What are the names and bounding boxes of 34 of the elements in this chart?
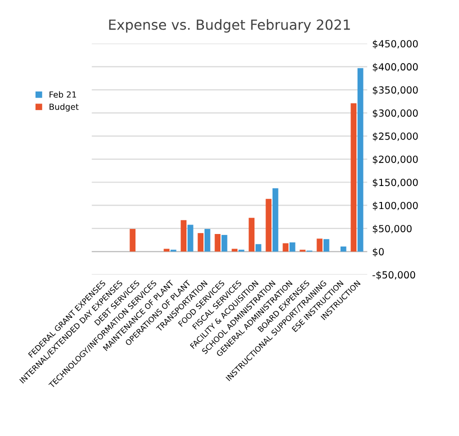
bar — [180, 220, 186, 252]
bar — [266, 198, 272, 252]
y-tick-label: $150,000 — [372, 178, 418, 188]
bar — [130, 228, 136, 252]
y-tick-label: $300,000 — [372, 109, 418, 118]
bar — [316, 238, 322, 252]
y-tick-label: -$50,000 — [372, 270, 416, 280]
y-tick-label: $400,000 — [372, 63, 418, 72]
bar — [204, 228, 210, 252]
bar — [282, 243, 288, 252]
bar — [290, 242, 296, 252]
y-tick-label: $0 — [372, 248, 384, 257]
bar — [188, 224, 194, 252]
bar — [232, 248, 238, 252]
y-tick-label: $250,000 — [372, 132, 418, 142]
bar — [164, 248, 170, 252]
bar — [340, 246, 346, 252]
legend-label: Budget — [50, 103, 79, 112]
y-tick-label: $100,000 — [372, 202, 418, 210]
y-tick-label: $450,000 — [372, 40, 418, 49]
bar — [222, 234, 228, 252]
legend-label: Feb 21 — [50, 91, 76, 98]
bar — [198, 233, 204, 252]
y-tick-label: $50,000 — [372, 224, 412, 234]
bar — [358, 68, 364, 252]
chart-title: Expense vs. Budget February 2021 — [109, 19, 350, 33]
bar — [350, 103, 356, 252]
y-tick-label: $200,000 — [372, 155, 418, 164]
bar — [272, 188, 278, 252]
y-tick-label: $350,000 — [372, 86, 418, 95]
bar — [248, 218, 254, 252]
bar — [324, 239, 330, 252]
bar — [214, 234, 220, 252]
bar — [256, 244, 262, 252]
